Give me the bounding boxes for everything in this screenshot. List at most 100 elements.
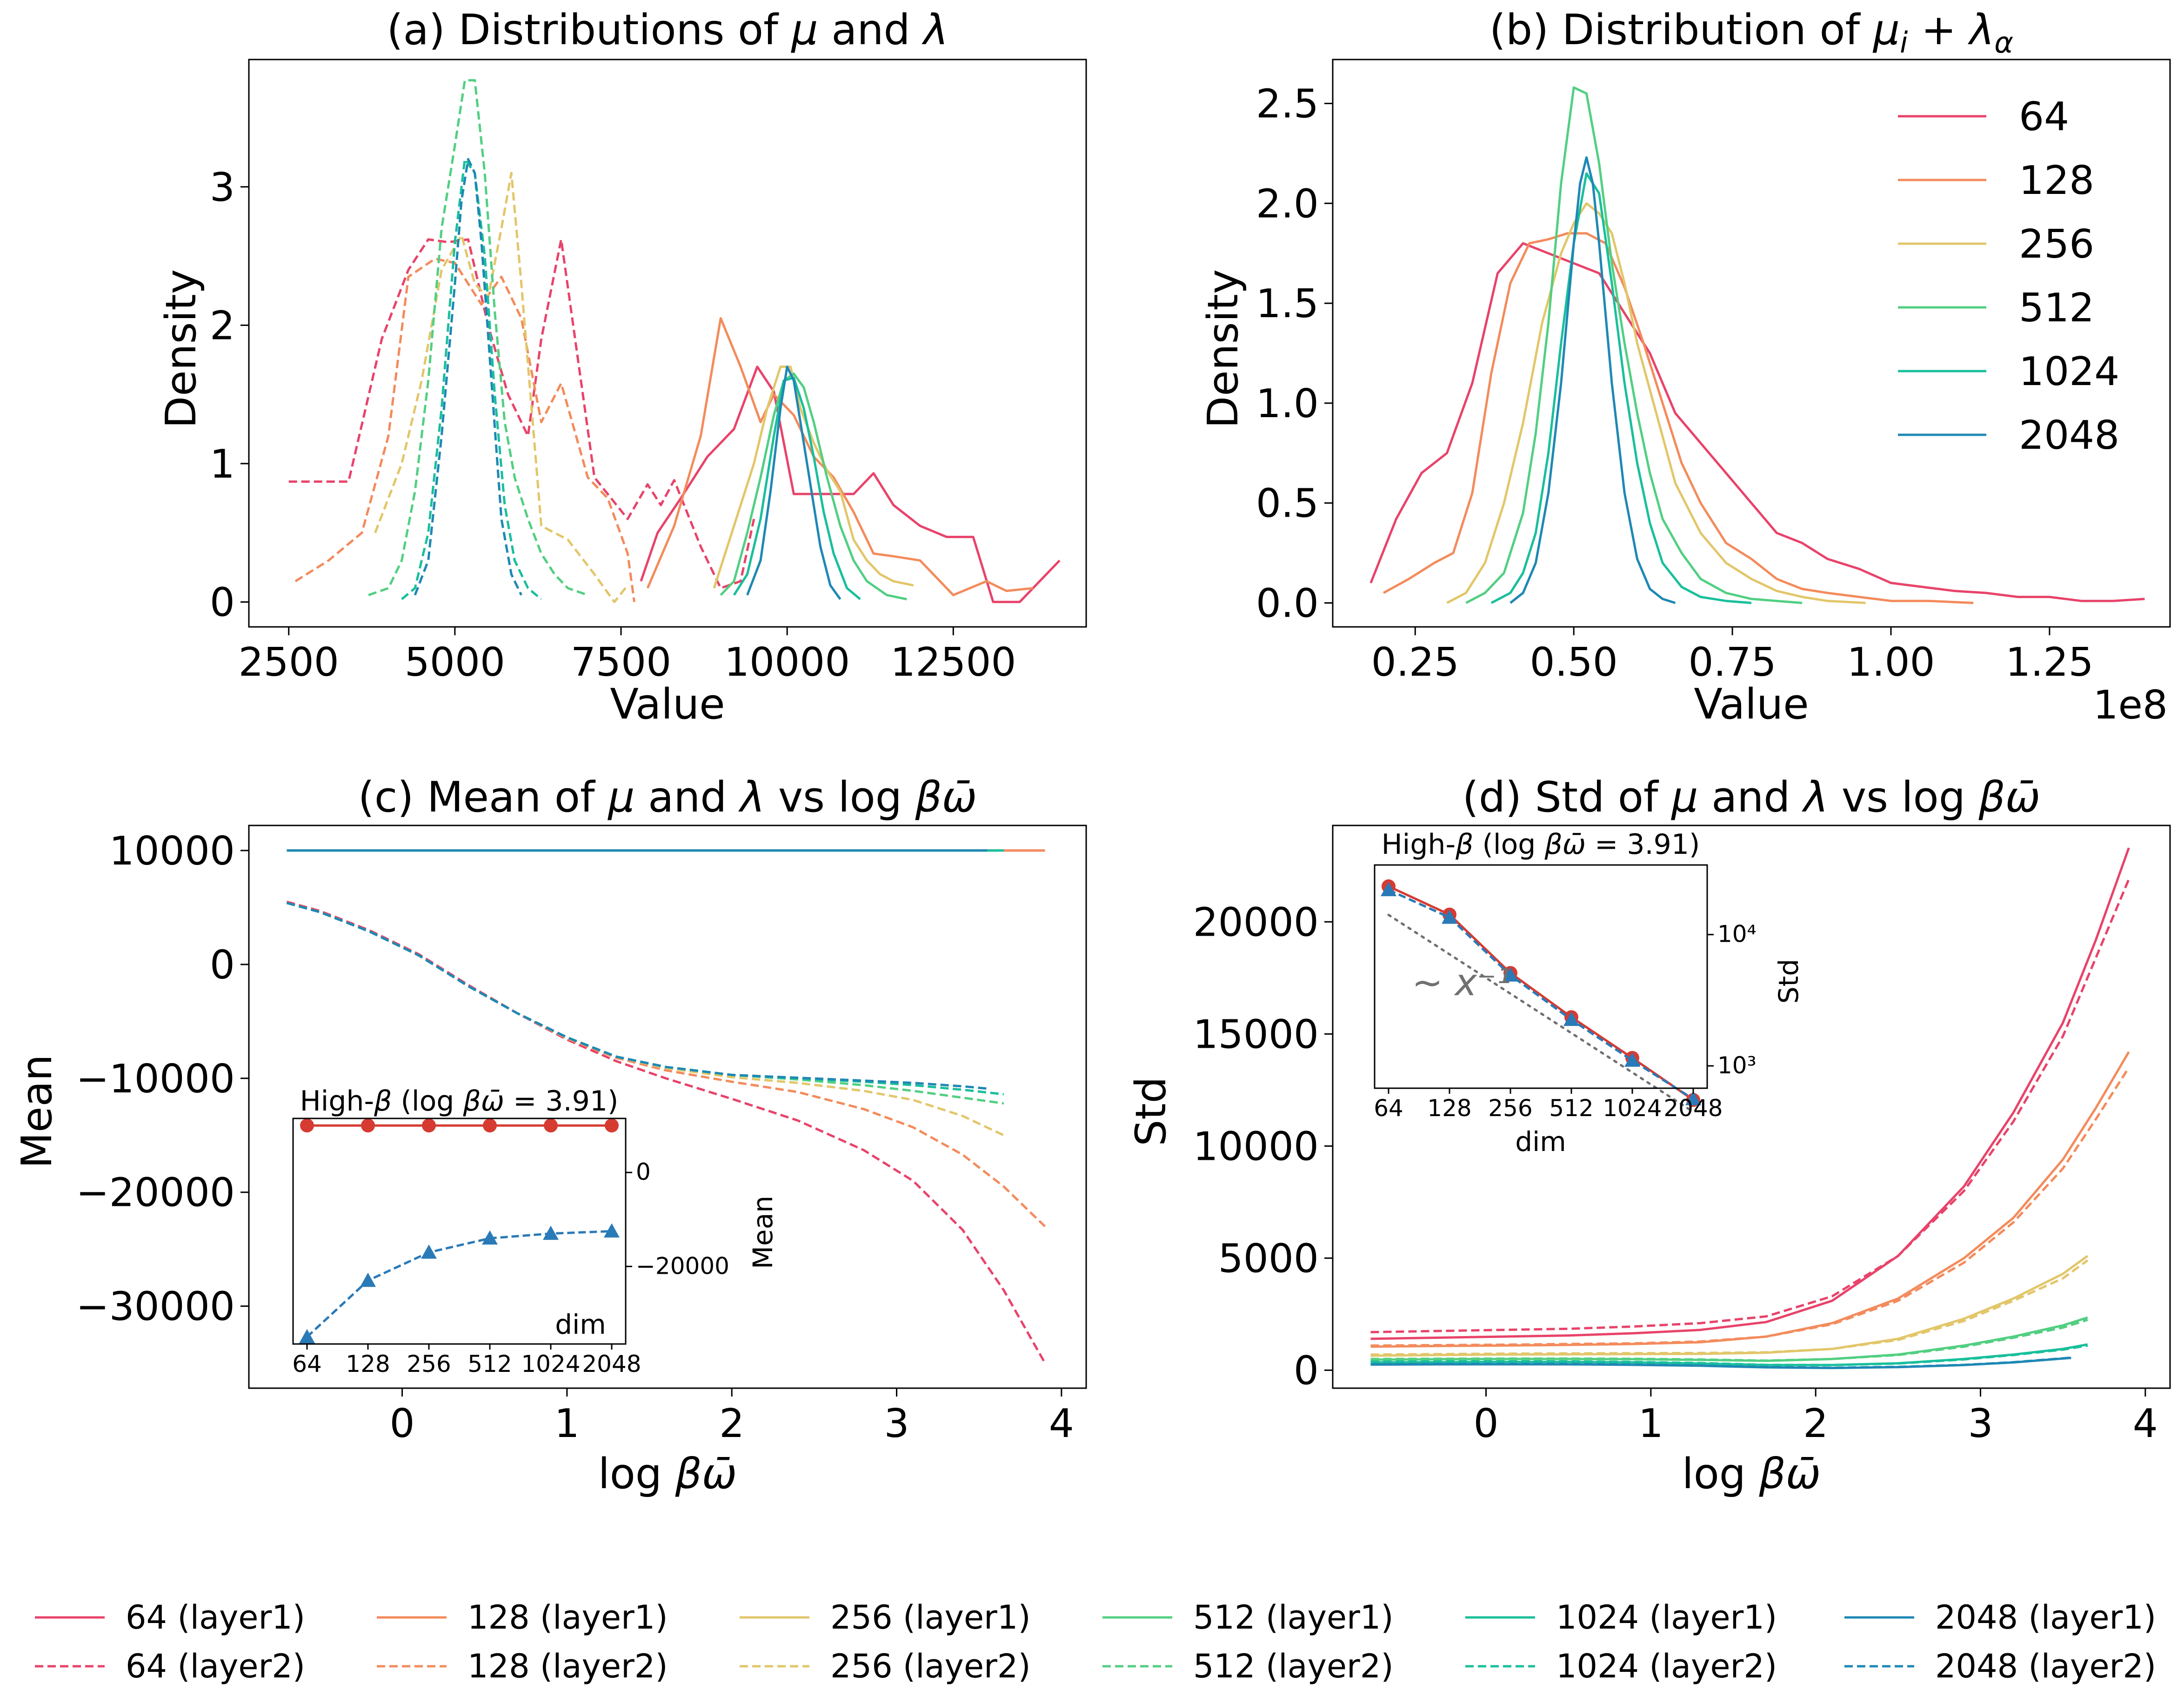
figure-legend-label-128-layer1: 128 (layer1) (468, 1598, 668, 1636)
panel-a-xtick-label: 12500 (890, 639, 1016, 685)
panel-a-xtick-label: 7500 (571, 639, 671, 685)
panel-d-inset-ytick-label: 10³ (1717, 1052, 1757, 1079)
panel-a-series-2048-solid (746, 366, 842, 600)
figure-legend: 64 (layer1) 64 (layer2) 128 (layer1) 128 (l… (35, 1598, 2156, 1685)
panel-c-inset-xtick-label: 64 (292, 1350, 322, 1377)
panel-b-xlabel: Value (1694, 680, 1809, 729)
figure-legend-label-512-layer1: 512 (layer1) (1193, 1598, 1394, 1636)
panel-d-series-64-dashed (1370, 878, 2130, 1333)
panel-d-xtick-label: 3 (1968, 1401, 1993, 1447)
panel-a-series-group (288, 79, 1061, 603)
figure-legend-label-64-layer1: 64 (layer1) (126, 1598, 305, 1636)
panel-b-title: (b) Distribution of μi + λα (1489, 6, 2013, 60)
panel-a-ytick-label: 0 (210, 579, 235, 625)
panel-b-legend: 64 128 256 512 1024 2048 (1898, 94, 2119, 459)
panel-a-series-128-solid (646, 317, 1033, 597)
figure-legend-label-256-layer2: 256 (layer2) (830, 1647, 1031, 1685)
panel-c-xtick-label: 2 (719, 1401, 744, 1447)
panel-c-ytick-label: −10000 (76, 1056, 235, 1102)
panel-c-series-512-dashed (286, 902, 1004, 1105)
panel-a-xtick-label: 10000 (724, 639, 850, 685)
panel-d-xtick-label: 0 (1473, 1401, 1498, 1447)
panel-c-inset-marker-layer2 (421, 1244, 437, 1259)
panel-c-inset-title: High-β (log βω̄ = 3.91) (300, 1085, 619, 1118)
panel-a-series-1024-dashed (401, 158, 542, 600)
panel-b-legend-label-2048: 2048 (2019, 412, 2119, 459)
panel-c-ylabel: Mean (13, 1054, 61, 1168)
panel-c-plot: 0 1 2 3 4 10000 0 −10000 −20000 −30000 (76, 828, 1074, 1447)
panel-b-legend-label-64: 64 (2019, 94, 2069, 140)
panel-c-inset-ytick-label: 0 (636, 1158, 651, 1185)
panel-b-series-64-solid (1369, 242, 2145, 602)
figure-legend-label-128-layer2: 128 (layer2) (468, 1647, 668, 1685)
panel-a-xlabel: Value (610, 680, 725, 729)
panel-c-ytick-label: 10000 (109, 828, 235, 874)
figure-legend-label-2048-layer2: 2048 (layer2) (1935, 1647, 2156, 1685)
panel-b: (b) Distribution of μi + λα Value Densit… (1199, 6, 2171, 729)
panel-b-xtick-label: 0.75 (1688, 639, 1776, 685)
panel-b-ytick-label: 0.0 (1256, 580, 1319, 626)
panel-d-series-128-dashed (1370, 1067, 2130, 1347)
panel-c-inset-xtick-label: 256 (407, 1350, 451, 1377)
panel-a-ytick-label: 1 (210, 441, 235, 487)
panel-d-inset-xtick-label: 64 (1374, 1095, 1403, 1122)
panel-b-series-512-solid (1465, 86, 1803, 604)
panel-c-xtick-label: 3 (884, 1401, 909, 1447)
panel-d-series-2048-dashed (1370, 1356, 2071, 1369)
panel-d-series-128-solid (1370, 1051, 2130, 1348)
panel-d-series-512-dashed (1370, 1318, 2088, 1362)
panel-b-legend-label-128: 128 (2019, 158, 2094, 204)
panel-c-inset-xlabel: dim (555, 1309, 606, 1340)
panel-a-series-512-solid (720, 373, 907, 600)
panel-b-ytick-label: 0.5 (1256, 481, 1319, 527)
panel-a-series-2048-dashed (414, 158, 522, 596)
panel-b-series-group (1369, 86, 2145, 604)
panel-d-inset-marker-layer2 (1442, 909, 1457, 924)
panel-c-xtick-label: 4 (1049, 1401, 1074, 1447)
panel-d-inset-xtick-label: 128 (1427, 1095, 1471, 1122)
panel-b-xtick-label: 0.25 (1371, 639, 1459, 685)
panel-d-xtick-label: 4 (2133, 1401, 2158, 1447)
panel-d-ytick-label: 0 (1294, 1348, 1319, 1394)
panel-d-inset-xtick-label: 256 (1488, 1095, 1532, 1122)
panel-d-inset-marker-layer2 (1563, 1011, 1579, 1026)
figure-legend-label-1024-layer1: 1024 (layer1) (1556, 1598, 1777, 1636)
figure-legend-label-1024-layer2: 1024 (layer2) (1556, 1647, 1777, 1685)
panel-d-xtick-label: 2 (1803, 1401, 1828, 1447)
panel-d: (d) Std of μ and λ vs log βω̄ log βω̄ St… (1127, 773, 2171, 1498)
panel-c-xtick-label: 1 (554, 1401, 580, 1447)
panel-c-inset-marker-layer2 (543, 1225, 559, 1240)
panel-d-ylabel: Std (1127, 1077, 1175, 1146)
panel-d-inset-frame (1374, 864, 1708, 1089)
panel-b-legend-label-256: 256 (2019, 221, 2094, 267)
panel-d-title: (d) Std of μ and λ vs log βω̄ (1463, 773, 2041, 822)
panel-c-inset-xtick-label: 512 (468, 1350, 512, 1377)
panel-b-frame (1332, 59, 2171, 628)
panel-d-inset-marker-layer2 (1381, 882, 1396, 897)
figure-legend-label-2048-layer1: 2048 (layer1) (1935, 1598, 2156, 1636)
panel-c-ytick-label: −30000 (76, 1284, 235, 1330)
panel-c-ytick-label: 0 (210, 942, 235, 988)
panel-d-ytick-label: 5000 (1218, 1236, 1319, 1282)
panel-a-ytick-label: 3 (210, 165, 235, 211)
panel-a-series-256-solid (713, 366, 914, 589)
panel-b-series-2048-solid (1509, 156, 1676, 604)
panel-c-xlabel: log βω̄ (598, 1450, 737, 1498)
panel-c-xtick-label: 0 (389, 1401, 414, 1447)
panel-c-frame (248, 825, 1087, 1389)
panel-d-inset-marker-layer2 (1503, 967, 1518, 982)
panel-a-series-256-dashed (374, 172, 629, 603)
panel-d-inset-guide-label: ∼ x⁻¹ (1412, 961, 1511, 1004)
panel-d-ytick-label: 15000 (1193, 1011, 1319, 1058)
panel-c-title: (c) Mean of μ and λ vs log βω̄ (358, 773, 977, 822)
panel-d-frame (1332, 825, 2171, 1389)
panel-a-series-512-dashed (368, 79, 588, 596)
panel-c-inset-marker-layer1 (300, 1118, 314, 1133)
panel-c-inset-series-layer2 (306, 1230, 612, 1338)
panel-c-ytick-label: −20000 (76, 1170, 235, 1216)
panel-c-inset-marker-layer1 (483, 1118, 497, 1133)
panel-b-xtick-label: 1.25 (2005, 639, 2093, 685)
panel-a-xtick-label: 2500 (239, 639, 339, 685)
panel-d-inset-marker-layer2 (1685, 1091, 1701, 1105)
